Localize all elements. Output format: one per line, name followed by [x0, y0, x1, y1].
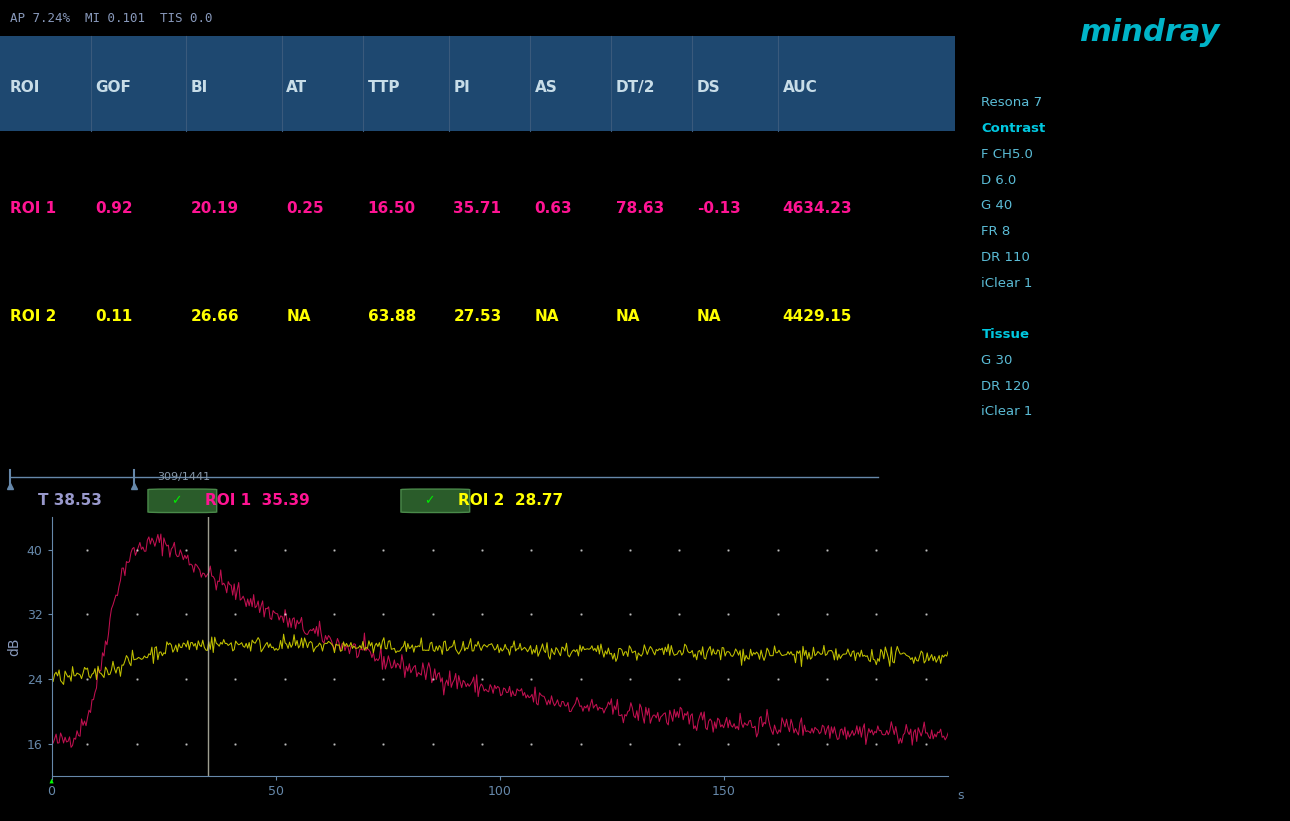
- Text: G 40: G 40: [982, 200, 1013, 213]
- Text: ROI 2: ROI 2: [9, 310, 55, 324]
- Text: 4634.23: 4634.23: [783, 201, 853, 217]
- Text: s: s: [957, 789, 964, 802]
- Text: PI: PI: [454, 80, 470, 95]
- Text: 0.25: 0.25: [286, 201, 324, 217]
- Text: NA: NA: [534, 310, 559, 324]
- Text: 26.66: 26.66: [191, 310, 240, 324]
- Text: AS: AS: [534, 80, 557, 95]
- Text: 20.19: 20.19: [191, 201, 239, 217]
- Text: iClear 1: iClear 1: [982, 406, 1033, 419]
- Text: 309/1441: 309/1441: [157, 472, 210, 482]
- Text: 0.92: 0.92: [95, 201, 133, 217]
- Text: NA: NA: [286, 310, 311, 324]
- Text: 0.63: 0.63: [534, 201, 573, 217]
- FancyBboxPatch shape: [148, 489, 217, 512]
- Text: DT/2: DT/2: [615, 80, 655, 95]
- Text: mindray: mindray: [1078, 18, 1219, 48]
- Text: T 38.53: T 38.53: [39, 493, 102, 508]
- Text: ✓: ✓: [424, 494, 435, 507]
- Text: -0.13: -0.13: [697, 201, 740, 217]
- Text: AUC: AUC: [783, 80, 818, 95]
- FancyBboxPatch shape: [401, 489, 470, 512]
- Text: 27.53: 27.53: [454, 310, 502, 324]
- Text: 35.71: 35.71: [454, 201, 502, 217]
- Text: Tissue: Tissue: [982, 328, 1029, 341]
- Text: DR 110: DR 110: [982, 251, 1031, 264]
- Text: NA: NA: [615, 310, 640, 324]
- Text: ROI 2  28.77: ROI 2 28.77: [458, 493, 564, 508]
- Text: 78.63: 78.63: [615, 201, 664, 217]
- Text: ✓: ✓: [170, 494, 182, 507]
- Y-axis label: dB: dB: [8, 637, 21, 656]
- Text: TTP: TTP: [368, 80, 400, 95]
- Bar: [0, 36, 955, 131]
- Text: F CH5.0: F CH5.0: [982, 148, 1033, 161]
- Text: D 6.0: D 6.0: [982, 174, 1017, 186]
- Text: DR 120: DR 120: [982, 379, 1031, 392]
- Text: FR 8: FR 8: [982, 225, 1010, 238]
- Text: DS: DS: [697, 80, 721, 95]
- Text: 4429.15: 4429.15: [783, 310, 853, 324]
- Text: AP 7.24%  MI 0.101  TIS 0.0: AP 7.24% MI 0.101 TIS 0.0: [9, 11, 212, 25]
- Text: AT: AT: [286, 80, 307, 95]
- Text: G 30: G 30: [982, 354, 1013, 367]
- Text: NA: NA: [697, 310, 721, 324]
- Text: Contrast: Contrast: [982, 122, 1046, 135]
- Text: iClear 1: iClear 1: [982, 277, 1033, 290]
- Text: ROI 1  35.39: ROI 1 35.39: [205, 493, 310, 508]
- Text: ROI 1: ROI 1: [9, 201, 55, 217]
- Text: 63.88: 63.88: [368, 310, 415, 324]
- Text: 16.50: 16.50: [368, 201, 415, 217]
- Text: Resona 7: Resona 7: [982, 96, 1042, 109]
- Text: 0.11: 0.11: [95, 310, 133, 324]
- Text: GOF: GOF: [95, 80, 132, 95]
- Text: ROI: ROI: [9, 80, 40, 95]
- Text: BI: BI: [191, 80, 208, 95]
